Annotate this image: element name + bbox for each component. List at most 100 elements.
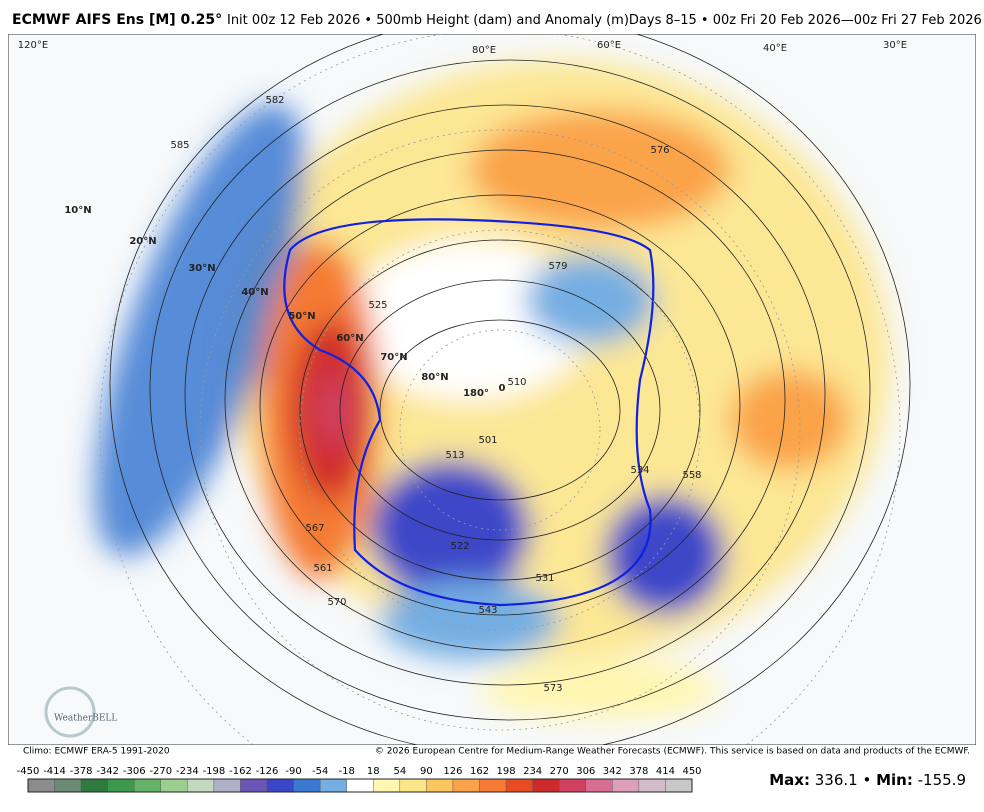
map-label: 561 bbox=[313, 563, 332, 574]
colorbar-tick-label: -54 bbox=[312, 766, 328, 777]
map-label: 531 bbox=[535, 573, 554, 584]
map-label: 582 bbox=[265, 95, 284, 106]
climo-note: Climo: ECMWF ERA-5 1991-2020 bbox=[23, 747, 170, 757]
map-label: 80°E bbox=[472, 45, 496, 56]
colorbar-tick-label: -342 bbox=[96, 766, 119, 777]
colorbar-tick-label: -450 bbox=[17, 766, 40, 777]
map-label: 40°E bbox=[763, 43, 787, 54]
colorbar-tick-label: -18 bbox=[339, 766, 355, 777]
colorbar-swatch bbox=[319, 778, 347, 793]
map-label: 579 bbox=[548, 261, 567, 272]
map-label: 570 bbox=[327, 597, 346, 608]
title-bold: ECMWF AIFS Ens [M] 0.25° bbox=[12, 12, 222, 28]
colorbar-swatch bbox=[373, 778, 401, 793]
map-label: 80°N bbox=[421, 372, 448, 383]
colorbar-tick-label: 162 bbox=[470, 766, 489, 777]
map-label: 513 bbox=[445, 450, 464, 461]
map-label: 40°N bbox=[241, 287, 268, 298]
colorbar-swatch bbox=[27, 778, 55, 793]
max-label: Max: bbox=[769, 771, 810, 789]
map-label: 501 bbox=[478, 435, 497, 446]
map-label: 60°N bbox=[336, 333, 363, 344]
graticule bbox=[99, 34, 901, 745]
colorbar-swatch bbox=[665, 778, 693, 793]
map-label: 70°N bbox=[380, 352, 407, 363]
map-label: 30°E bbox=[883, 40, 907, 51]
colorbar-swatch bbox=[452, 778, 480, 793]
colorbar-swatch bbox=[134, 778, 162, 793]
map-label: 585 bbox=[170, 140, 189, 151]
colorbar-swatch bbox=[532, 778, 560, 793]
colorbar-swatch bbox=[187, 778, 215, 793]
map-label: 50°N bbox=[288, 311, 315, 322]
colorbar-swatch bbox=[160, 778, 188, 793]
map-label: 525 bbox=[368, 300, 387, 311]
svg-text:Max: 336.1 • Min: -155.9: Max: 336.1 • Min: -155.9 bbox=[769, 771, 966, 789]
stats: Max: 336.1 • Min: -155.9 bbox=[769, 771, 966, 789]
map-label: 534 bbox=[630, 465, 649, 476]
colorbar-tick-label: 18 bbox=[367, 766, 380, 777]
colorbar-tick-label: 414 bbox=[656, 766, 675, 777]
map-label: 522 bbox=[450, 541, 469, 552]
colorbar-tick-label: 234 bbox=[523, 766, 542, 777]
colorbar-tick-label: -126 bbox=[256, 766, 279, 777]
colorbar-tick-label: -378 bbox=[70, 766, 93, 777]
colorbar-tick-label: 450 bbox=[682, 766, 701, 777]
map-label: 543 bbox=[478, 605, 497, 616]
colorbar-tick-label: 198 bbox=[497, 766, 516, 777]
contours bbox=[109, 34, 911, 745]
map-label: 573 bbox=[543, 683, 562, 694]
colorbar-swatch bbox=[80, 778, 108, 793]
title-rest: Init 00z 12 Feb 2026 • 500mb Height (dam… bbox=[227, 13, 982, 28]
map-label: 60°E bbox=[597, 40, 621, 51]
colorbar-swatch bbox=[559, 778, 586, 793]
colorbar-swatch bbox=[107, 778, 135, 793]
map: 10°N 20°N 30°N 40°N 50°N 60°N 70°N 80°N 180° 0 585… bbox=[8, 34, 976, 745]
colorbar-swatch bbox=[638, 778, 666, 793]
anomaly-shading bbox=[94, 60, 890, 720]
map-label: 0 bbox=[499, 383, 506, 394]
colorbar-tick-label: 270 bbox=[550, 766, 569, 777]
min-label: Min: bbox=[876, 771, 913, 789]
map-label: 567 bbox=[305, 523, 324, 534]
colorbar-tick-label: -270 bbox=[149, 766, 172, 777]
colorbar-tick-label: -414 bbox=[43, 766, 66, 777]
logo: WeatherBELL bbox=[54, 714, 117, 724]
map-label: 20°N bbox=[129, 236, 156, 247]
title: ECMWF AIFS Ens [M] 0.25° Init 00z 12 Feb… bbox=[12, 12, 982, 28]
colorbar-swatch bbox=[54, 778, 82, 793]
colorbar-swatch bbox=[505, 778, 533, 793]
colorbar-swatch bbox=[479, 778, 507, 793]
colorbar-frame bbox=[27, 778, 693, 793]
map-label: 30°N bbox=[188, 263, 215, 274]
map-label: 510 bbox=[507, 377, 526, 388]
colorbar-tick-label: -162 bbox=[229, 766, 252, 777]
reference-contour bbox=[283, 218, 655, 607]
colorbar-tick-label: 378 bbox=[629, 766, 648, 777]
colorbar-swatch bbox=[213, 778, 241, 793]
colorbar-swatch bbox=[612, 778, 640, 793]
colorbar-swatch bbox=[293, 778, 321, 793]
colorbar-tick-label: -198 bbox=[203, 766, 226, 777]
colorbar-swatch bbox=[426, 778, 454, 793]
colorbar-tick-label: -234 bbox=[176, 766, 199, 777]
colorbar-tick-label: -306 bbox=[123, 766, 146, 777]
colorbar-tick-label: 342 bbox=[603, 766, 622, 777]
separator: • bbox=[862, 771, 871, 789]
colorbar-tick-label: 306 bbox=[576, 766, 595, 777]
map-label: 180° bbox=[463, 388, 489, 399]
map-label: 576 bbox=[650, 145, 669, 156]
colorbar-tick-label: 126 bbox=[443, 766, 462, 777]
colorbar-swatch bbox=[266, 778, 294, 793]
map-label: 558 bbox=[682, 470, 701, 481]
colorbar-swatch bbox=[346, 778, 374, 793]
min-value: -155.9 bbox=[918, 771, 966, 789]
map-label: 120°E bbox=[18, 40, 48, 51]
colorbar-tick-label: -90 bbox=[285, 766, 301, 777]
colorbar-swatch bbox=[585, 778, 613, 793]
colorbar-tick-label: 54 bbox=[393, 766, 406, 777]
colorbar-swatch bbox=[240, 778, 268, 793]
map-label: 10°N bbox=[64, 205, 91, 216]
colorbar-tick-label: 90 bbox=[420, 766, 433, 777]
